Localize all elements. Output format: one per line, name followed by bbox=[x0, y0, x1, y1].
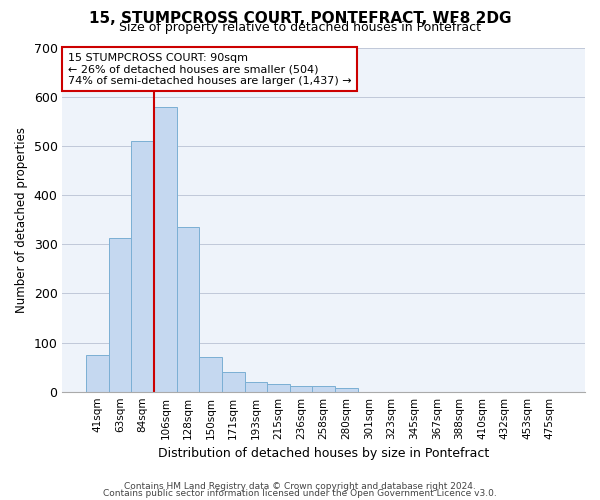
Bar bbox=[86, 355, 109, 392]
Bar bbox=[335, 388, 358, 392]
Bar bbox=[290, 386, 313, 392]
Text: 15, STUMPCROSS COURT, PONTEFRACT, WF8 2DG: 15, STUMPCROSS COURT, PONTEFRACT, WF8 2D… bbox=[89, 11, 511, 26]
Y-axis label: Number of detached properties: Number of detached properties bbox=[15, 126, 28, 312]
Bar bbox=[176, 227, 199, 392]
Bar bbox=[109, 238, 131, 392]
Bar bbox=[154, 108, 176, 392]
Text: Size of property relative to detached houses in Pontefract: Size of property relative to detached ho… bbox=[119, 21, 481, 34]
Text: 15 STUMPCROSS COURT: 90sqm
← 26% of detached houses are smaller (504)
74% of sem: 15 STUMPCROSS COURT: 90sqm ← 26% of deta… bbox=[68, 52, 351, 86]
Bar bbox=[313, 386, 335, 392]
Text: Contains public sector information licensed under the Open Government Licence v3: Contains public sector information licen… bbox=[103, 489, 497, 498]
X-axis label: Distribution of detached houses by size in Pontefract: Distribution of detached houses by size … bbox=[158, 447, 490, 460]
Bar bbox=[245, 382, 267, 392]
Text: Contains HM Land Registry data © Crown copyright and database right 2024.: Contains HM Land Registry data © Crown c… bbox=[124, 482, 476, 491]
Bar bbox=[222, 372, 245, 392]
Bar bbox=[131, 141, 154, 392]
Bar bbox=[267, 384, 290, 392]
Bar bbox=[199, 358, 222, 392]
